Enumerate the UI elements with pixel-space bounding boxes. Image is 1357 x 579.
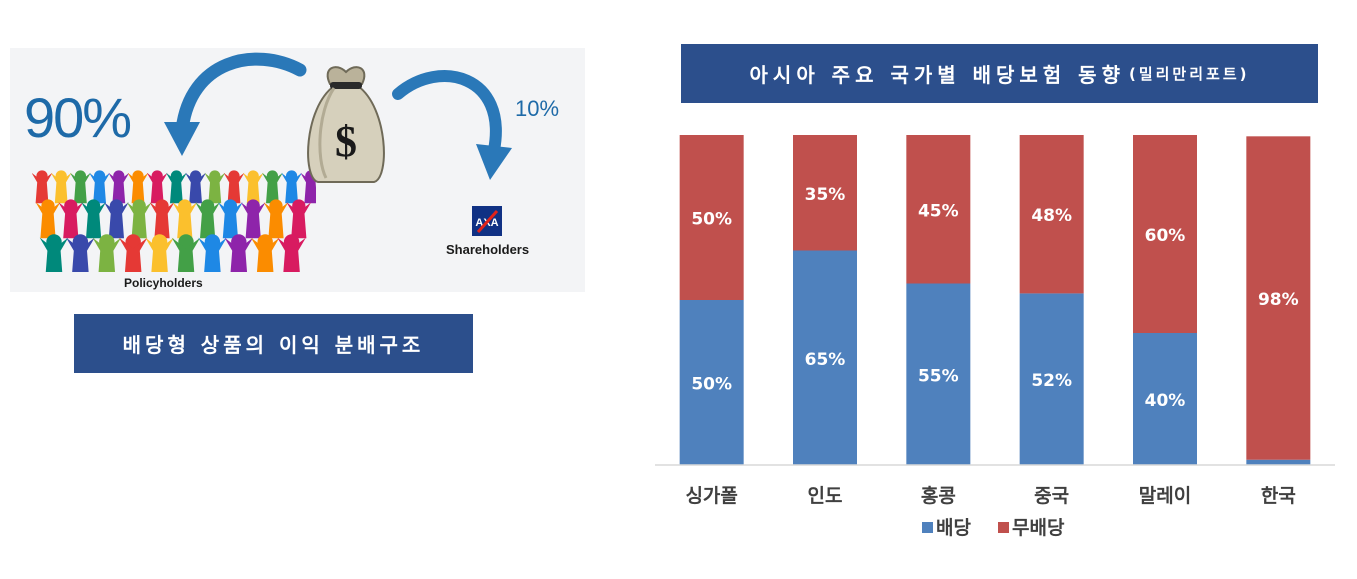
x-tick-label: 싱가폴 [685, 485, 737, 507]
person-figure [286, 199, 312, 239]
data-label: 65% [805, 350, 846, 370]
person-figure [242, 170, 264, 204]
x-tick-label: 인도 [808, 485, 843, 507]
person-figure [118, 234, 148, 272]
x-tick-label: 한국 [1261, 485, 1296, 507]
bar-segment-non-dividend [679, 135, 744, 300]
data-label: 40% [1145, 391, 1186, 411]
bar-segment-dividend [793, 250, 857, 465]
bar-segment-dividend [906, 283, 971, 465]
bar-segment-non-dividend [793, 135, 857, 251]
policyholders-label: Policyholders [124, 276, 203, 290]
person-figure [50, 170, 72, 204]
person-figure [198, 234, 227, 272]
bar-segment-dividend [679, 300, 744, 465]
person-figure [250, 234, 280, 272]
person-figure [281, 170, 302, 204]
money-bag-icon: $ [307, 66, 385, 183]
shareholder-percentage: 10% [515, 96, 560, 121]
profit-distribution-infographic: $ 90% 10% AXA Shareholders Policyholders [10, 48, 585, 292]
bar-segment-non-dividend [906, 135, 971, 284]
legend-label: 무배당 [1012, 517, 1065, 539]
bar-segment-dividend [1246, 459, 1311, 465]
data-label: 50% [691, 375, 732, 395]
x-tick-label: 홍콩 [921, 484, 956, 507]
chart-legend: 배당 무배당 [922, 517, 1065, 539]
infographic-caption: 배당형 상품의 이익 분배구조 [74, 314, 473, 373]
person-figure [92, 234, 122, 272]
person-figure [39, 234, 69, 272]
person-figure [108, 170, 130, 204]
person-figure [166, 170, 187, 204]
person-figure [145, 234, 174, 272]
person-figure [89, 170, 110, 204]
axa-logo-icon: AXA [472, 206, 502, 236]
bar-group: 50%50%65%35%55%45%52%48%40%60%1.6%98% [679, 135, 1311, 465]
x-tick-label: 말레이 [1139, 485, 1191, 507]
person-figure [223, 170, 245, 204]
bar-segment-dividend [1133, 333, 1197, 465]
person-figure [149, 199, 175, 239]
person-figure [185, 170, 206, 204]
person-figure [70, 170, 91, 204]
person-figure [204, 170, 226, 204]
person-figure [172, 199, 198, 239]
data-label: 35% [805, 185, 846, 205]
person-figure [240, 199, 266, 239]
person-figure [58, 199, 84, 239]
chart-title: 아시아 주요 국가별 배당보험 동향 [749, 63, 1125, 87]
legend-swatch-dividend [922, 522, 933, 533]
policyholders-crowd-image [32, 170, 316, 272]
legend-label: 배당 [936, 517, 971, 539]
person-figure [81, 199, 106, 239]
person-figure [146, 170, 168, 204]
bar-segment-dividend [1019, 293, 1084, 465]
stacked-bar-chart: 50%50%65%35%55%45%52%48%40%60%1.6%98% 싱가… [655, 135, 1335, 539]
person-figure [127, 170, 149, 204]
data-label: 45% [918, 201, 959, 221]
data-label: 50% [691, 210, 732, 230]
data-label: 98% [1258, 290, 1299, 310]
bar-segment-non-dividend [1133, 135, 1197, 333]
bar-segment-non-dividend [1019, 135, 1084, 294]
data-label: 48% [1031, 206, 1072, 226]
legend-swatch-non-dividend [998, 522, 1009, 533]
curved-arrow-to-policyholders-icon [164, 52, 307, 156]
person-figure [277, 234, 306, 272]
dollar-sign-text: $ [335, 117, 357, 166]
person-figure [218, 199, 243, 239]
person-figure [35, 199, 61, 239]
x-tick-label: 중국 [1034, 485, 1069, 507]
person-figure [195, 199, 220, 239]
person-figure [104, 199, 129, 239]
chart-source: (밀리만리포트) [1128, 65, 1250, 83]
data-label: 55% [918, 366, 959, 386]
chart-title-banner: 아시아 주요 국가별 배당보험 동향 (밀리만리포트) [681, 44, 1318, 103]
curved-arrow-to-shareholders-icon [392, 70, 512, 180]
policyholder-percentage: 90% [24, 86, 132, 149]
person-figure [224, 234, 254, 272]
shareholders-label: Shareholders [446, 242, 530, 257]
person-figure [171, 234, 201, 272]
person-figure [32, 170, 53, 204]
person-figure [262, 170, 283, 204]
bar-segment-non-dividend [1246, 136, 1311, 460]
x-axis-labels: 싱가폴 인도 홍콩 중국 말레이 한국 [685, 484, 1295, 507]
data-label: 60% [1145, 226, 1186, 246]
person-figure [126, 199, 152, 239]
data-label: 52% [1031, 371, 1072, 391]
person-figure [263, 199, 289, 239]
person-figure [66, 234, 95, 272]
